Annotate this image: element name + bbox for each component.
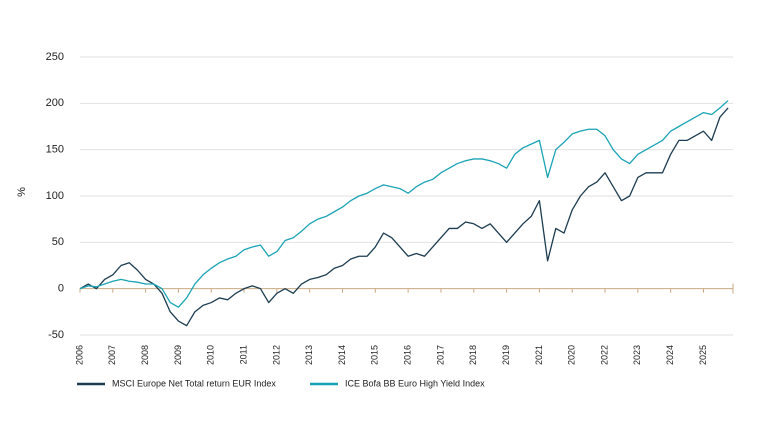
x-tick-label: 2013 (304, 345, 314, 365)
x-tick-label: 2022 (599, 345, 609, 365)
x-tick-label: 2017 (435, 345, 445, 365)
x-tick-label: 2007 (107, 345, 117, 365)
y-axis-label: % (16, 187, 28, 197)
x-tick-label: 2025 (698, 345, 708, 365)
x-tick-label: 2018 (468, 345, 478, 365)
x-tick-label: 2012 (271, 345, 281, 365)
series-line (79, 100, 729, 308)
x-tick-label: 2020 (567, 345, 577, 365)
x-tick-label: 2009 (173, 345, 183, 365)
x-tick-label: 2016 (403, 345, 413, 365)
x-tick-label: 2008 (140, 345, 150, 365)
x-tick-label: 2021 (534, 345, 544, 365)
y-tick-label: 0 (58, 283, 64, 295)
y-tick-label: 200 (46, 97, 64, 109)
legend-label: ICE Bofa BB Euro High Yield Index (345, 378, 485, 388)
y-tick-label: 50 (52, 236, 64, 248)
y-tick-label: 100 (46, 190, 64, 202)
series-line (79, 107, 729, 327)
x-tick-label: 2024 (665, 345, 675, 365)
y-tick-label: 250 (46, 51, 64, 63)
legend-label: MSCI Europe Net Total return EUR Index (112, 378, 276, 388)
y-tick-label: 150 (46, 144, 64, 156)
x-tick-label: 2006 (74, 345, 84, 365)
x-tick-label: 2014 (337, 345, 347, 365)
x-tick-label: 2011 (238, 345, 248, 364)
x-tick-label: 2019 (501, 345, 511, 365)
x-tick-label: 2010 (206, 345, 216, 365)
y-tick-label: -50 (48, 329, 64, 341)
x-tick-label: 2023 (632, 345, 642, 365)
x-tick-label: 2015 (370, 345, 380, 365)
